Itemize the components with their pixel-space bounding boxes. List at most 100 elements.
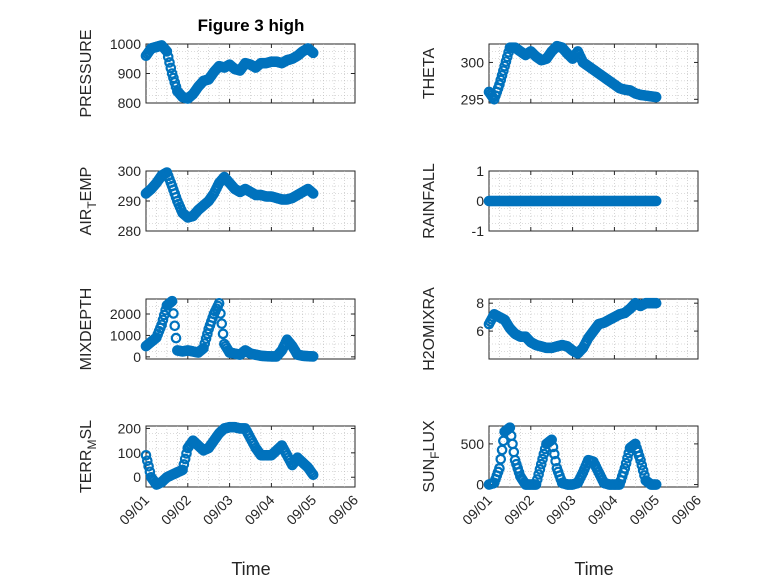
- y-tick-label: 6: [476, 323, 484, 339]
- x-axis-label-left: Time: [231, 559, 270, 579]
- y-tick-label: 1000: [110, 327, 141, 343]
- data-point: [530, 479, 542, 490]
- data-point: [156, 319, 167, 331]
- x-tick-label: 09/02: [158, 492, 194, 528]
- x-tick-label: 09/01: [116, 492, 152, 528]
- data-point: [495, 74, 507, 86]
- y-axis-label: TERRMSL: [78, 420, 99, 493]
- data-point: [142, 455, 153, 467]
- y-tick-label: 300: [461, 54, 485, 70]
- x-tick-label: 09/04: [584, 492, 620, 528]
- y-tick-label: -1: [472, 223, 485, 239]
- data-point: [198, 342, 209, 354]
- data-point: [549, 448, 560, 460]
- x-tick-label: 09/01: [459, 492, 495, 528]
- y-tick-label: 0: [133, 469, 141, 485]
- data-point: [637, 465, 649, 476]
- y-tick-label: 280: [118, 223, 142, 239]
- data-point: [177, 464, 188, 476]
- y-tick-label: 295: [461, 91, 485, 107]
- subplot-5: 6 8 H2OMIXRA: [421, 287, 699, 371]
- y-axis-label: SUNFLUX: [421, 420, 442, 493]
- data-point: [307, 188, 319, 199]
- y-tick-label: 290: [118, 193, 142, 209]
- data-point: [307, 47, 319, 59]
- data-point: [162, 51, 174, 63]
- data-point: [161, 46, 173, 57]
- subplot-6: 0 100 200 09/01 09/02 09/03 09/04 09/05 09/06 TER…: [78, 420, 361, 528]
- data-point: [619, 462, 631, 474]
- data-point: [546, 434, 557, 446]
- data-point: [217, 328, 229, 340]
- data-point: [534, 464, 546, 475]
- data-point: [498, 65, 509, 77]
- x-tick-label: 09/03: [200, 492, 236, 528]
- subplot-0: 800 900 1000 PRESSURE: [78, 29, 356, 118]
- y-tick-label: 300: [118, 163, 142, 179]
- data-point: [501, 51, 513, 63]
- data-point: [199, 338, 211, 349]
- y-tick-label: 2000: [110, 306, 141, 322]
- subplot-4: 0 1000 2000 MIXDEPTH: [78, 288, 356, 371]
- y-axis-label: MIXDEPTH: [78, 288, 95, 371]
- figure-title: Figure 3 high: [198, 16, 305, 35]
- x-tick-label: 09/05: [283, 492, 319, 528]
- subplot-2: 280 290 300 AIRTEMP: [78, 163, 356, 239]
- data-point: [168, 308, 179, 319]
- x-tick-label: 09/04: [241, 492, 277, 528]
- x-tick-label: 09/06: [668, 492, 704, 528]
- data-point: [538, 448, 550, 460]
- y-axis-label: PRESSURE: [78, 29, 95, 117]
- subplot-1: 295 300 THETA: [421, 40, 699, 107]
- data-point: [650, 195, 662, 207]
- data-point: [532, 474, 543, 485]
- data-point: [494, 79, 505, 90]
- y-tick-label: 0: [476, 477, 484, 493]
- data-point: [620, 457, 632, 469]
- data-point: [537, 453, 548, 465]
- y-tick-label: 0: [133, 349, 141, 365]
- data-point: [650, 297, 662, 309]
- data-point: [164, 57, 175, 68]
- data-point: [496, 70, 508, 81]
- data-point: [143, 460, 154, 472]
- x-tick-label: 09/03: [543, 492, 579, 528]
- y-tick-label: 800: [118, 95, 142, 111]
- y-axis-label: H2OMIXRA: [421, 287, 438, 371]
- data-point: [169, 320, 181, 332]
- data-point: [650, 91, 662, 103]
- data-point: [533, 469, 544, 480]
- data-point: [535, 458, 547, 470]
- y-tick-label: 1000: [110, 36, 141, 52]
- y-tick-label: 500: [461, 436, 485, 452]
- data-point: [215, 308, 226, 319]
- y-axis-label: THETA: [421, 48, 438, 100]
- y-tick-label: 100: [118, 445, 142, 461]
- subplot-3: -1 0 1 RAINFALL: [421, 163, 699, 239]
- data-point: [178, 459, 190, 470]
- data-point: [179, 453, 191, 465]
- y-tick-label: 0: [476, 193, 484, 209]
- x-tick-label: 09/06: [325, 492, 361, 528]
- data-point: [170, 332, 182, 344]
- data-point: [200, 333, 212, 344]
- data-point: [499, 60, 510, 72]
- y-tick-label: 900: [118, 66, 142, 82]
- data-point: [500, 56, 512, 67]
- data-point: [166, 295, 178, 307]
- data-point: [622, 452, 633, 464]
- y-tick-label: 8: [476, 295, 484, 311]
- data-point: [650, 479, 662, 490]
- subplot-7: 0 500 09/01 09/02 09/03 09/04 09/05 09/06 SUNFLU…: [421, 420, 704, 528]
- y-axis-label: RAINFALL: [421, 163, 438, 239]
- x-axis-label-right: Time: [574, 559, 613, 579]
- data-point: [547, 441, 559, 453]
- data-point: [635, 454, 646, 466]
- data-point: [140, 449, 152, 461]
- y-axis-label: AIRTEMP: [78, 167, 99, 236]
- data-point: [636, 459, 648, 471]
- data-point: [157, 314, 169, 326]
- data-point: [216, 318, 228, 329]
- data-point: [307, 351, 319, 362]
